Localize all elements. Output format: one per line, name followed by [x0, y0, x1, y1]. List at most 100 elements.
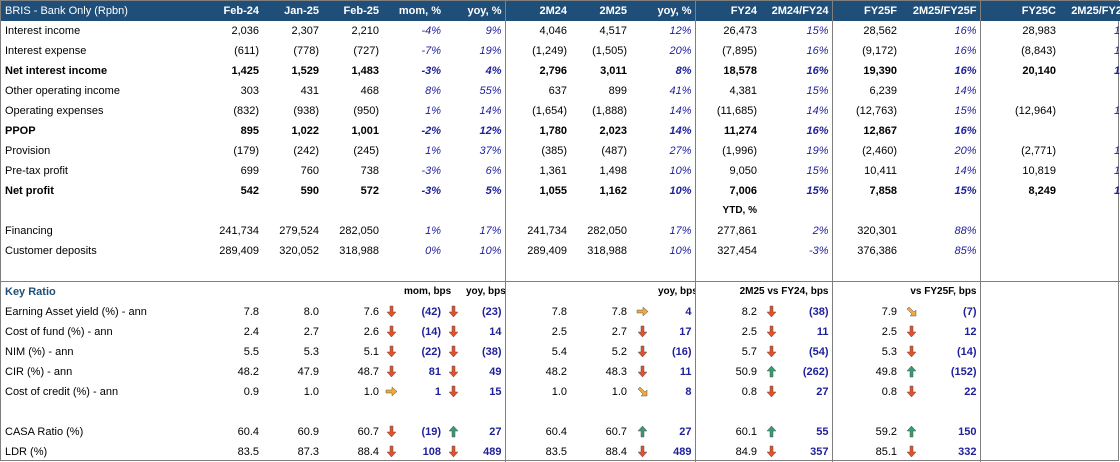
value-cell[interactable]: (38)	[808, 305, 829, 318]
value-cell[interactable]	[1059, 382, 1120, 402]
value-cell[interactable]: 15%	[1113, 105, 1120, 117]
value-cell[interactable]: (7)	[963, 305, 977, 318]
value-cell[interactable]: (11,685)	[694, 101, 760, 121]
value-cell[interactable]: (19)	[421, 425, 441, 438]
value-cell[interactable]: 1.0	[363, 385, 379, 398]
value-cell[interactable]: (23)	[481, 305, 502, 318]
value-cell[interactable]	[1059, 302, 1120, 322]
value-cell[interactable]: 19%	[806, 145, 829, 157]
value-cell[interactable]: 88.4	[605, 445, 627, 458]
value-cell[interactable]: 12,867	[831, 121, 900, 141]
cell[interactable]	[979, 261, 1059, 282]
value-cell[interactable]: (950)	[353, 105, 379, 117]
value-cell[interactable]: 20,140	[979, 61, 1059, 81]
cell[interactable]	[782, 402, 832, 422]
value-cell[interactable]: 0.8	[831, 381, 900, 402]
row-label[interactable]: Financing	[5, 225, 53, 237]
value-cell[interactable]: 5.3	[303, 345, 319, 358]
row-label[interactable]: Other operating income	[5, 85, 120, 97]
column-header[interactable]: Jan-25	[262, 1, 322, 21]
cell[interactable]	[900, 201, 980, 221]
value-cell[interactable]: 4%	[485, 65, 502, 77]
value-cell[interactable]: 1,498	[599, 165, 627, 177]
sub-header[interactable]: yoy, bps	[466, 285, 505, 297]
value-cell[interactable]	[1059, 81, 1120, 101]
value-cell[interactable]: 5.3	[831, 341, 900, 362]
cell[interactable]	[1, 402, 196, 422]
value-cell[interactable]: 468	[360, 85, 379, 97]
value-cell[interactable]: -2%	[421, 125, 441, 137]
value-cell[interactable]: 1	[434, 385, 441, 398]
cell[interactable]	[760, 261, 832, 282]
value-cell[interactable]: 2,023	[599, 125, 627, 137]
row-label[interactable]: Cost of credit (%) - ann	[5, 385, 119, 398]
value-cell[interactable]: 1,483	[351, 65, 379, 77]
value-cell[interactable]: (2,460)	[831, 141, 900, 161]
value-cell[interactable]: 320,052	[279, 245, 319, 257]
cell[interactable]	[1059, 281, 1120, 302]
value-cell[interactable]	[979, 81, 1059, 101]
value-cell[interactable]: 1,529	[291, 65, 319, 77]
row-label[interactable]: Cost of fund (%) - ann	[5, 325, 113, 338]
cell[interactable]	[196, 201, 262, 221]
cell[interactable]	[444, 402, 463, 422]
value-cell[interactable]: 18,578	[694, 61, 760, 81]
value-cell[interactable]: 332	[958, 445, 977, 458]
value-cell[interactable]: 16%	[954, 65, 977, 77]
cell[interactable]	[1059, 402, 1120, 422]
value-cell[interactable]: 899	[608, 85, 627, 97]
value-cell[interactable]: 83.5	[237, 445, 259, 458]
cell[interactable]	[570, 201, 630, 221]
value-cell[interactable]: (242)	[293, 145, 319, 157]
value-cell[interactable]: (245)	[353, 145, 379, 157]
value-cell[interactable]: 88.4	[357, 445, 379, 458]
value-cell[interactable]: 85.1	[831, 441, 900, 462]
cell[interactable]	[831, 261, 900, 282]
cell[interactable]	[922, 402, 980, 422]
row-label[interactable]: CASA Ratio (%)	[5, 425, 84, 438]
value-cell[interactable]: 55%	[479, 85, 502, 97]
value-cell[interactable]: 26,473	[694, 21, 760, 41]
value-cell[interactable]: 2.5	[831, 321, 900, 342]
value-cell[interactable]: (1,654)	[504, 101, 570, 121]
value-cell[interactable]: 489	[483, 445, 502, 458]
value-cell[interactable]	[979, 221, 1059, 241]
cell[interactable]	[630, 201, 695, 221]
value-cell[interactable]: (22)	[421, 345, 441, 358]
row-label[interactable]: Net profit	[5, 185, 54, 197]
value-cell[interactable]: 17%	[479, 225, 502, 237]
row-label[interactable]: Earning Asset yield (%) - ann	[5, 305, 147, 318]
value-cell[interactable]: 14%	[1113, 165, 1120, 177]
cell[interactable]	[196, 402, 262, 422]
value-cell[interactable]	[1059, 342, 1120, 362]
table-title[interactable]: BRIS - Bank Only (Rpbn)	[1, 1, 196, 21]
value-cell[interactable]: 85%	[954, 245, 977, 257]
sub-header[interactable]: mom, bps	[404, 285, 452, 297]
value-cell[interactable]: 150	[958, 425, 977, 438]
row-label[interactable]: PPOP	[5, 125, 36, 137]
value-cell[interactable]: 1%	[425, 225, 441, 237]
column-header[interactable]: 2M24	[504, 1, 570, 21]
value-cell[interactable]: (179)	[233, 145, 259, 157]
value-cell[interactable]: 28,983	[979, 21, 1059, 41]
value-cell[interactable]: 2,307	[291, 25, 319, 37]
value-cell[interactable]: 11	[816, 325, 829, 338]
value-cell[interactable]: 14%	[1113, 185, 1120, 197]
value-cell[interactable]: 14%	[669, 105, 692, 117]
cell[interactable]	[900, 402, 922, 422]
value-cell[interactable]: 8	[685, 385, 692, 398]
column-header[interactable]: 2M25/FY25C	[1059, 1, 1120, 21]
value-cell[interactable]: 320,301	[831, 221, 900, 241]
value-cell[interactable]: 55	[816, 425, 829, 438]
column-header[interactable]: FY24	[694, 1, 760, 21]
value-cell[interactable]: (487)	[601, 145, 627, 157]
value-cell[interactable]: (12,763)	[831, 101, 900, 121]
cell[interactable]	[831, 201, 900, 221]
value-cell[interactable]: 277,861	[694, 221, 760, 241]
value-cell[interactable]: 1,780	[504, 121, 570, 141]
value-cell[interactable]: 282,050	[339, 225, 379, 237]
cell[interactable]	[382, 281, 401, 302]
value-cell[interactable]: 12%	[479, 125, 502, 137]
value-cell[interactable]: 2,210	[351, 25, 379, 37]
column-header[interactable]: Feb-24	[196, 1, 262, 21]
